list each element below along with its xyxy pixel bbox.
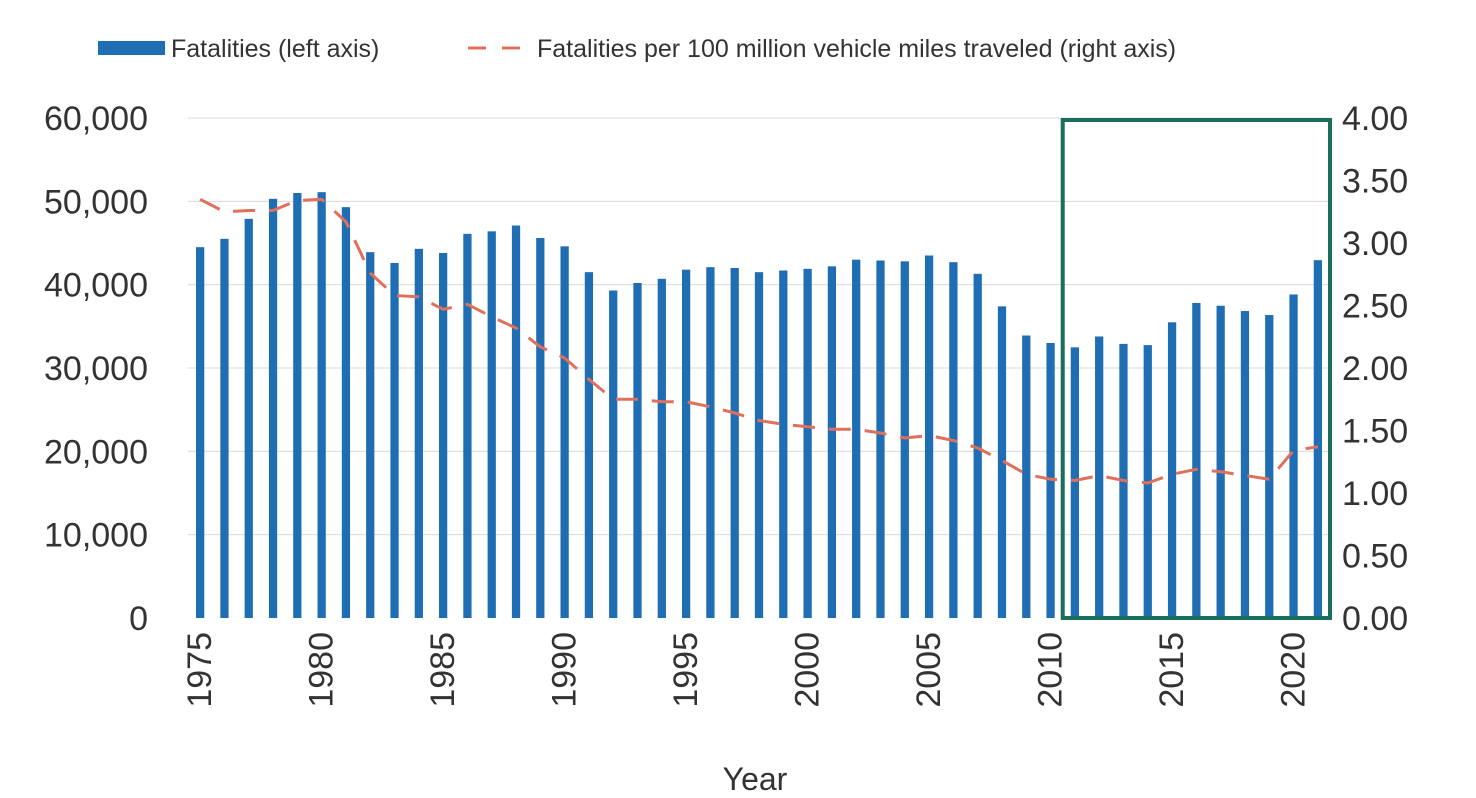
legend-swatch-fatalities [98,41,165,55]
bar-1984 [414,248,423,619]
left-tick-label: 20,000 [44,433,148,471]
x-tick-label: 2020 [1275,632,1313,708]
bar-2002 [852,259,861,618]
x-tick-label: 2000 [789,632,827,708]
right-tick-label: 3.50 [1342,163,1408,201]
x-tick-label: 1985 [424,632,462,708]
bar-1977 [244,218,253,619]
bar-2009 [1022,335,1031,618]
right-tick-label: 2.00 [1342,350,1408,388]
legend-label-rate: Fatalities per 100 million vehicle miles… [537,35,1176,63]
left-tick-label: 60,000 [44,100,148,138]
bar-1985 [438,253,448,618]
bar-1993 [633,283,642,618]
right-axis-ticks: 0.00 0.50 1.00 1.50 2.00 2.50 3.00 3.50 4.00 [1342,100,1408,638]
bar-1983 [390,263,399,618]
bar-2005 [924,255,934,618]
bar-1990 [560,246,569,619]
bar-1980 [317,192,326,618]
fatalities-bars [196,192,1322,619]
x-axis-title: Year [723,761,788,797]
bar-1982 [366,252,375,618]
bar-2012 [1095,336,1104,618]
right-tick-label: 1.50 [1342,413,1408,451]
bar-1992 [609,290,618,618]
legend-label-fatalities: Fatalities (left axis) [171,35,379,63]
bar-2011 [1070,347,1080,618]
bar-2001 [827,266,837,618]
bar-2004 [900,261,909,618]
right-tick-label: 0.00 [1342,600,1408,638]
right-tick-label: 0.50 [1342,538,1408,576]
bar-2015 [1167,322,1177,618]
bar-1976 [220,238,229,619]
bar-1988 [511,225,521,618]
x-tick-label: 2015 [1153,632,1191,708]
bar-1981 [341,207,351,618]
left-tick-label: 0 [129,600,148,638]
bar-2007 [973,273,982,618]
x-tick-label: 2010 [1032,632,1070,708]
bar-2020 [1289,294,1298,618]
legend: Fatalities (left axis) Fatalities per 10… [98,35,1176,63]
highlight-box [1060,118,1332,620]
right-tick-label: 2.50 [1342,288,1408,326]
bar-2021 [1313,260,1322,618]
bar-2017 [1216,305,1225,618]
x-tick-label: 1975 [181,632,219,708]
x-tick-label: 2005 [910,632,948,708]
left-tick-label: 30,000 [44,350,148,388]
bar-2008 [997,306,1007,618]
right-tick-label: 4.00 [1342,100,1408,138]
bar-1996 [706,267,715,618]
left-tick-label: 10,000 [44,517,148,555]
bar-2003 [876,260,885,618]
bar-1987 [487,231,496,619]
x-tick-label: 1980 [303,632,341,708]
bar-2018 [1240,311,1250,618]
bar-1979 [293,193,302,618]
bar-2019 [1265,315,1274,618]
bar-1975 [196,247,205,618]
bar-1997 [730,268,739,618]
bar-1995 [681,269,691,618]
bar-2016 [1192,302,1201,618]
left-tick-label: 40,000 [44,267,148,305]
bar-2000 [803,268,812,618]
left-axis-ticks: 0 10,000 20,000 30,000 40,000 50,000 60,000 [44,100,148,638]
x-tick-label: 1990 [546,632,584,708]
bar-1991 [584,272,594,618]
right-tick-label: 1.00 [1342,475,1408,513]
right-tick-label: 3.00 [1342,225,1408,263]
bar-1999 [779,270,788,618]
x-axis-ticks: 1975 1980 1985 1990 1995 2000 2005 2010 2015 2020 [181,632,1312,708]
fatality-rate-line [199,197,1319,485]
bar-1989 [536,238,545,618]
bar-1978 [268,198,278,619]
left-tick-label: 50,000 [44,183,148,221]
bar-1986 [463,233,472,619]
bar-1994 [657,278,666,618]
bar-1998 [754,272,764,618]
x-tick-label: 1995 [667,632,705,708]
